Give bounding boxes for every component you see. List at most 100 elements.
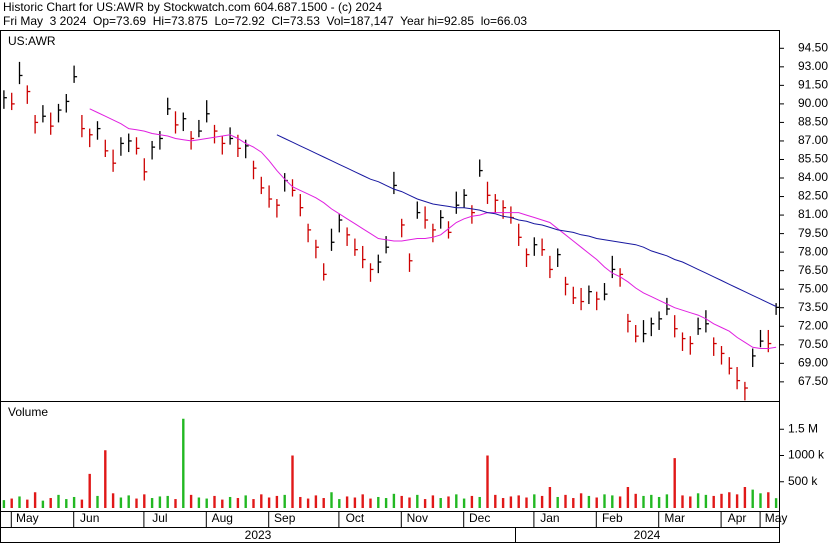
x-tick-label: May <box>16 511 39 525</box>
volume-tick-label: 1.5 M <box>788 421 818 435</box>
volume-bar <box>111 493 115 508</box>
volume-bar <box>205 498 208 508</box>
volume-bar <box>384 498 388 508</box>
volume-bar <box>330 492 333 508</box>
volume-bar <box>57 494 60 508</box>
volume-bar <box>650 494 653 508</box>
volume-bar <box>119 497 123 508</box>
volume-bar <box>283 494 286 508</box>
volume-bar <box>314 495 318 508</box>
volume-bar <box>353 497 357 508</box>
volume-bar <box>501 498 505 508</box>
volume-bar <box>88 473 91 508</box>
volume-bar <box>221 499 224 508</box>
volume-bar <box>244 495 247 508</box>
volume-bar <box>462 498 466 508</box>
volume-bar <box>478 496 481 508</box>
volume-bar <box>49 498 52 508</box>
y-tick-label: 87.00 <box>798 133 828 147</box>
symbol-label: US:AWR <box>8 34 56 48</box>
volume-bar <box>150 498 154 508</box>
volume-bar <box>423 499 427 508</box>
moving-average <box>89 108 777 349</box>
volume-panel <box>0 401 780 512</box>
x-tick-label: Oct <box>346 511 365 525</box>
volume-bar <box>322 498 325 508</box>
y-tick-label: 76.50 <box>798 263 828 277</box>
volume-bar <box>704 494 708 508</box>
volume-bar <box>712 495 715 508</box>
y-tick-label: 85.50 <box>798 152 828 166</box>
volume-bar <box>587 495 591 508</box>
x-tick-label: Aug <box>212 511 233 525</box>
x-tick-label: Dec <box>469 511 490 525</box>
volume-bar <box>743 487 747 508</box>
x-tick-label: Jul <box>152 511 167 525</box>
x-tick-label: Jan <box>540 511 559 525</box>
volume-bar <box>611 495 614 508</box>
x-tick-label: Mar <box>664 511 685 525</box>
volume-bar <box>431 495 435 508</box>
volume-bar <box>626 487 630 508</box>
volume-bar <box>556 496 559 508</box>
y-tick-label: 91.50 <box>798 78 828 92</box>
volume-bar <box>299 496 302 508</box>
volume-bar <box>634 493 637 508</box>
volume-bar <box>767 492 770 508</box>
y-tick-label: 93.00 <box>798 59 828 73</box>
volume-bar <box>603 494 606 508</box>
volume-bar <box>455 494 458 508</box>
volume-bar <box>548 487 552 508</box>
volume-bar <box>174 499 177 508</box>
y-tick-label: 79.50 <box>798 226 828 240</box>
volume-bar <box>657 496 661 508</box>
y-tick-label: 94.50 <box>798 40 828 54</box>
y-tick-label: 72.00 <box>798 318 828 332</box>
price-panel <box>0 30 780 402</box>
volume-bar <box>416 494 419 508</box>
volume-bar <box>470 495 474 508</box>
volume-bar <box>751 489 754 508</box>
volume-bar <box>642 495 645 508</box>
volume-bar <box>275 495 279 508</box>
volume-bar <box>252 499 255 508</box>
volume-bar <box>41 500 45 508</box>
volume-bar <box>189 494 193 508</box>
chart-subtitle: Fri May 3 2024 Op=73.69 Hi=73.875 Lo=72.… <box>3 14 527 28</box>
volume-bar <box>2 500 6 508</box>
volume-bar <box>236 498 240 508</box>
volume-bar <box>696 493 700 508</box>
volume-bar <box>517 495 520 508</box>
y-tick-label: 90.00 <box>798 96 828 110</box>
volume-bar <box>618 496 622 508</box>
volume-bar <box>10 498 13 508</box>
volume-bar <box>104 450 107 508</box>
volume-bar <box>486 455 489 508</box>
volume-bar <box>127 495 130 508</box>
volume-bar <box>681 495 684 508</box>
x-tick-label: Feb <box>602 511 623 525</box>
y-tick-label: 73.50 <box>798 300 828 314</box>
volume-bar <box>533 494 536 508</box>
volume-bar <box>158 496 162 508</box>
volume-bar <box>774 498 778 508</box>
volume-bar <box>96 495 99 508</box>
volume-bar <box>759 493 762 508</box>
volume-bar <box>494 494 497 508</box>
volume-bar <box>306 498 310 508</box>
y-tick-label: 70.50 <box>798 337 828 351</box>
volume-bar <box>65 499 68 508</box>
volume-bar <box>595 497 598 508</box>
volume-bar <box>135 498 138 508</box>
volume-bar <box>735 494 739 508</box>
volume-bar <box>673 458 676 508</box>
volume-bar <box>439 498 442 508</box>
volume-bar <box>291 455 294 508</box>
volume-bar <box>564 494 567 508</box>
volume-bar <box>33 492 37 508</box>
volume-bar <box>509 496 513 508</box>
volume-tick-label: 500 k <box>788 474 818 488</box>
volume-bar <box>525 497 528 508</box>
x-tick-label: Sep <box>274 511 296 525</box>
